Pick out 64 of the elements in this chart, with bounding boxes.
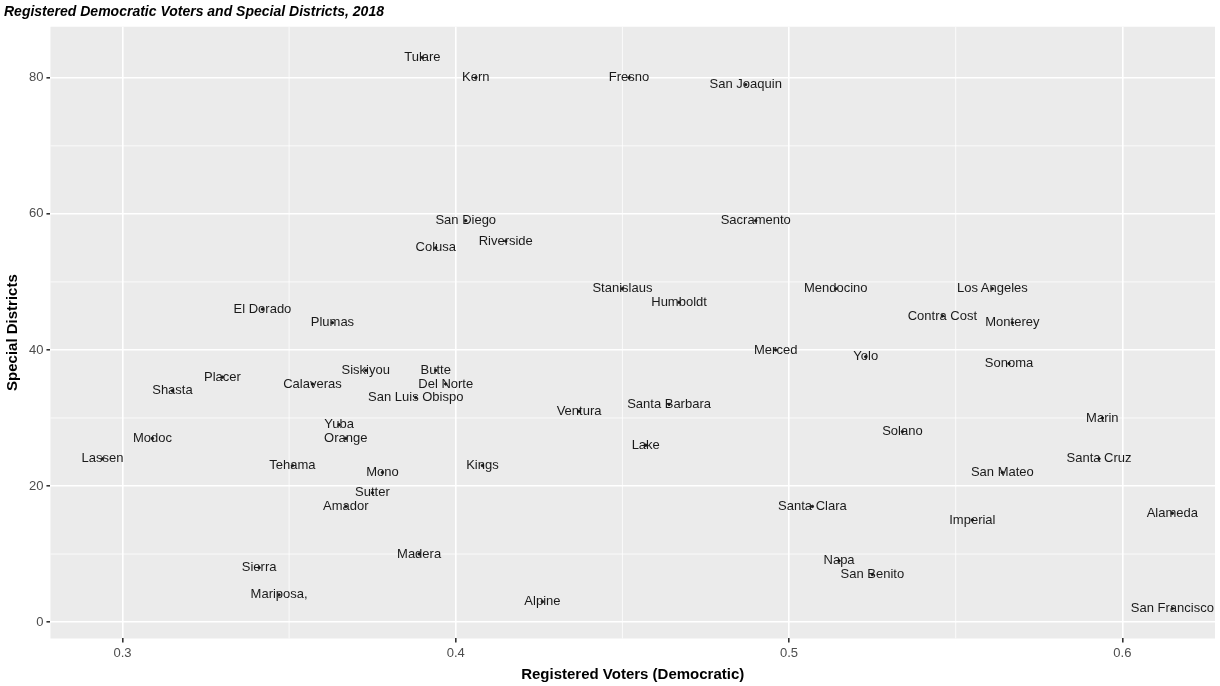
data-label: Amador bbox=[323, 498, 370, 513]
data-label: Mariposa, bbox=[250, 586, 308, 602]
data-label: Colusa bbox=[415, 239, 457, 255]
data-label: Napa bbox=[823, 552, 856, 568]
data-label: Santa Barbara bbox=[627, 395, 712, 411]
data-label: Ventura bbox=[556, 402, 603, 418]
data-label: Riverside bbox=[478, 232, 533, 248]
chart-title: Registered Democratic Voters and Special Districts, 2018 bbox=[4, 3, 385, 20]
x-tick-label: 0.6 bbox=[1113, 644, 1132, 660]
y-axis-title: Special Districts bbox=[3, 274, 21, 391]
data-label: Imperial bbox=[949, 511, 996, 527]
data-label: El Dorado bbox=[233, 300, 292, 316]
x-axis-title: Registered Voters (Democratic) bbox=[521, 665, 745, 683]
x-tick-label: 0.5 bbox=[780, 644, 799, 660]
data-label: Madera bbox=[397, 545, 442, 561]
data-label: Monterey bbox=[985, 314, 1040, 330]
data-label: Sonoma bbox=[984, 355, 1034, 371]
data-label: Yuba bbox=[324, 416, 355, 432]
data-label: Humboldt bbox=[651, 293, 708, 309]
data-label: Contra Cost bbox=[907, 307, 978, 323]
data-label: San Francisco bbox=[1130, 600, 1214, 616]
data-label: Solano bbox=[882, 423, 923, 439]
data-label: San Mateo bbox=[970, 463, 1034, 479]
data-label: Tulare bbox=[404, 48, 441, 64]
data-label: Shasta bbox=[152, 382, 194, 398]
x-tick-label: 0.4 bbox=[446, 644, 465, 660]
data-label: Santa Clara bbox=[778, 498, 848, 513]
y-tick-label: 40 bbox=[28, 341, 44, 357]
data-label: Modoc bbox=[132, 429, 173, 445]
data-label: Alameda bbox=[1146, 504, 1199, 520]
data-label: San Luis Obispo bbox=[368, 389, 464, 405]
data-label: Los Angeles bbox=[956, 280, 1029, 296]
data-label: San Joaquin bbox=[709, 76, 782, 92]
data-label: Del Norte bbox=[418, 375, 474, 391]
data-label: Calaveras bbox=[283, 375, 343, 391]
data-label: Alpine bbox=[524, 593, 561, 609]
data-label: Merced bbox=[754, 341, 798, 357]
data-label: Mendocino bbox=[803, 280, 868, 296]
data-label: Plumas bbox=[310, 314, 355, 330]
data-label: Orange bbox=[324, 429, 368, 445]
data-label: Kings bbox=[466, 457, 500, 473]
data-label: Butte bbox=[420, 361, 451, 377]
data-label: Tehama bbox=[269, 457, 317, 473]
data-label: Kern bbox=[462, 69, 490, 85]
data-label: San Benito bbox=[840, 566, 905, 582]
data-label: Fresno bbox=[608, 69, 650, 85]
data-label: Sutter bbox=[355, 484, 391, 500]
y-tick-label: 60 bbox=[28, 205, 44, 221]
data-label: Sacramento bbox=[720, 212, 791, 228]
data-label: Marin bbox=[1086, 409, 1119, 425]
y-tick-label: 0 bbox=[36, 613, 44, 629]
y-tick-label: 20 bbox=[28, 477, 44, 493]
data-label: Santa Cruz bbox=[1066, 450, 1132, 466]
y-tick-label: 80 bbox=[28, 69, 44, 85]
data-label: Lassen bbox=[81, 450, 124, 466]
data-label: Stanislaus bbox=[592, 280, 653, 296]
data-label: Sierra bbox=[241, 559, 278, 575]
data-label: Placer bbox=[204, 368, 242, 384]
data-label: Yolo bbox=[853, 348, 879, 364]
x-tick-label: 0.3 bbox=[113, 644, 132, 660]
data-label: San Diego bbox=[435, 212, 497, 228]
data-label: Mono bbox=[366, 463, 399, 479]
data-label: Siskiyou bbox=[341, 361, 390, 377]
data-label: Lake bbox=[631, 436, 660, 452]
